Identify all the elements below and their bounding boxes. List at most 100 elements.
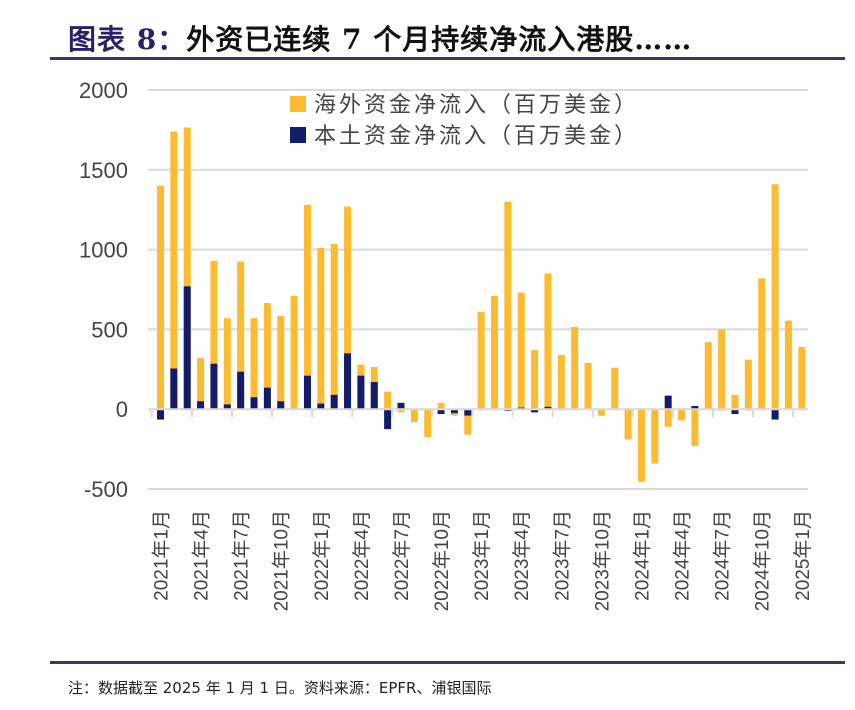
overseas-bar — [637, 409, 645, 482]
domestic-bar — [237, 371, 245, 410]
title-divider — [50, 57, 845, 60]
y-tick-label: 2000 — [79, 78, 128, 103]
overseas-bar — [344, 206, 352, 410]
footer-divider — [50, 661, 845, 664]
x-tick-label: 2022年7月 — [391, 510, 413, 601]
y-tick-label: -500 — [84, 477, 128, 502]
overseas-bar — [197, 358, 205, 410]
overseas-bar — [597, 409, 605, 416]
source-note: 注：数据截至 2025 年 1 月 1 日。资料来源：EPFR、浦银国际 — [68, 679, 492, 697]
overseas-bar — [691, 409, 699, 446]
domestic-bar — [357, 375, 365, 410]
overseas-bar — [277, 315, 285, 410]
domestic-bar — [397, 402, 405, 410]
overseas-bar — [584, 362, 592, 410]
overseas-bar — [771, 184, 779, 410]
domestic-bar — [183, 286, 191, 410]
overseas-bar — [504, 201, 512, 410]
overseas-bar — [250, 318, 258, 410]
domestic-bar — [344, 353, 352, 410]
overseas-bar — [544, 273, 552, 410]
domestic-bar — [277, 401, 285, 410]
overseas-bar — [157, 185, 164, 410]
domestic-bar — [370, 382, 378, 410]
overseas-bar — [464, 409, 472, 435]
overseas-bar — [784, 320, 792, 410]
legend-swatch-domestic — [290, 127, 306, 143]
figure-number: 图表 8： — [68, 23, 187, 56]
x-tick-label: 2023年1月 — [471, 510, 493, 601]
overseas-bar — [744, 359, 752, 410]
x-tick-label: 2023年10月 — [591, 510, 613, 611]
x-tick-label: 2022年10月 — [431, 510, 453, 611]
overseas-bar — [517, 292, 525, 410]
overseas-bar — [678, 409, 686, 421]
domestic-bar — [263, 387, 271, 410]
legend: 海外资金净流入（百万美金） 本土资金净流入（百万美金） — [290, 93, 639, 149]
overseas-bar — [170, 131, 178, 410]
y-tick-label: 500 — [91, 317, 128, 342]
domestic-bar — [691, 406, 699, 410]
x-tick-label: 2022年4月 — [351, 510, 373, 601]
y-tick-label: 1000 — [79, 238, 128, 263]
domestic-bar — [531, 409, 539, 413]
overseas-bar — [263, 303, 271, 410]
overseas-bar — [477, 311, 485, 410]
legend-label-domestic: 本土资金净流入（百万美金） — [314, 124, 639, 149]
overseas-bar — [290, 295, 298, 410]
x-tick-label: 2024年4月 — [672, 510, 694, 601]
overseas-bar — [651, 409, 659, 464]
x-tick-label: 2022年1月 — [311, 510, 333, 601]
overseas-bars — [157, 127, 806, 482]
domestic-bar — [317, 403, 325, 410]
x-tick-label: 2021年1月 — [151, 510, 173, 601]
title-text: 外资已连续 7 个月持续净流入港股…… — [186, 23, 693, 56]
x-axis — [148, 408, 808, 418]
legend-swatch-overseas — [290, 96, 306, 112]
domestic-bar — [223, 404, 231, 410]
domestic-bar — [464, 409, 472, 416]
x-tick-label: 2025年1月 — [792, 510, 814, 601]
overseas-bar — [223, 318, 231, 410]
overseas-bar — [557, 354, 565, 410]
y-tick-label: 1500 — [79, 158, 128, 183]
x-tick-label: 2021年7月 — [231, 510, 253, 601]
domestic-bar — [384, 409, 392, 430]
x-axis-tick-labels: 2021年1月 2021年4月 2021年7月 2021年10月 2022年1月 2022… — [151, 510, 814, 611]
x-tick-label: 2023年7月 — [551, 510, 573, 601]
domestic-bar — [157, 409, 164, 420]
legend-label-overseas: 海外资金净流入（百万美金） — [314, 93, 639, 118]
overseas-bar — [704, 342, 712, 410]
domestic-bar — [250, 397, 258, 410]
overseas-bar — [384, 391, 392, 410]
domestic-bar — [303, 375, 311, 410]
domestic-bar — [170, 368, 178, 410]
overseas-bar — [718, 329, 726, 410]
domestic-bar — [771, 409, 779, 420]
domestic-bar — [450, 409, 458, 414]
x-tick-label: 2021年10月 — [271, 510, 293, 611]
domestic-bars — [157, 286, 779, 430]
overseas-bar — [437, 402, 445, 410]
overseas-bar — [664, 409, 672, 427]
overseas-bar — [758, 278, 766, 410]
overseas-bar — [410, 409, 418, 422]
overseas-bar — [424, 409, 432, 438]
overseas-bar — [330, 244, 338, 410]
domestic-bar — [544, 406, 552, 410]
domestic-bar — [330, 394, 338, 410]
y-tick-label: 0 — [116, 397, 128, 422]
overseas-bar — [571, 327, 579, 410]
domestic-bar — [664, 395, 672, 410]
overseas-bar — [317, 248, 325, 410]
x-tick-label: 2024年7月 — [712, 510, 734, 601]
chart-title: 图表 8：外资已连续 7 个月持续净流入港股…… — [68, 18, 692, 58]
x-tick-label: 2021年4月 — [191, 510, 213, 601]
overseas-bar — [183, 127, 191, 410]
domestic-bar — [210, 363, 218, 410]
x-tick-label: 2023年4月 — [511, 510, 533, 601]
y-axis-ticks: 2000 1500 1000 500 0 -500 — [79, 78, 128, 502]
domestic-bar — [197, 401, 205, 410]
grid-lines — [148, 89, 808, 490]
